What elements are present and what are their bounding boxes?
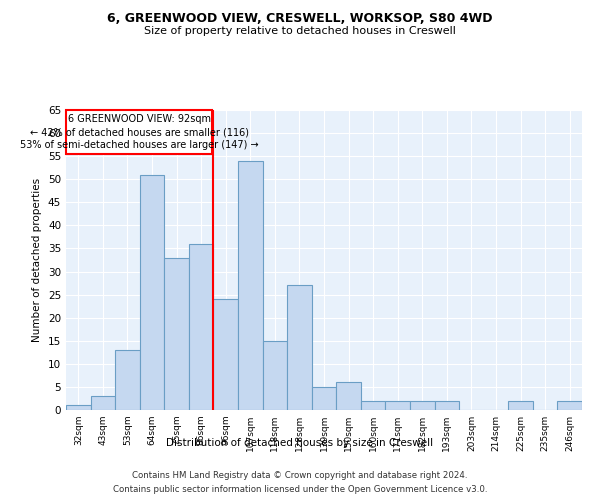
Bar [238,161,263,410]
Bar [66,406,91,410]
Bar [91,396,115,410]
Bar [263,341,287,410]
Text: Contains public sector information licensed under the Open Government Licence v3: Contains public sector information licen… [113,485,487,494]
Bar [336,382,361,410]
Y-axis label: Number of detached properties: Number of detached properties [32,178,43,342]
Bar [434,401,459,410]
Bar [385,401,410,410]
Text: 53% of semi-detached houses are larger (147) →: 53% of semi-detached houses are larger (… [20,140,259,150]
Bar [557,401,582,410]
Bar [287,286,312,410]
Bar [115,350,140,410]
Text: Contains HM Land Registry data © Crown copyright and database right 2024.: Contains HM Land Registry data © Crown c… [132,471,468,480]
Bar [164,258,189,410]
Text: ← 42% of detached houses are smaller (116): ← 42% of detached houses are smaller (11… [30,127,249,137]
Text: 6, GREENWOOD VIEW, CRESWELL, WORKSOP, S80 4WD: 6, GREENWOOD VIEW, CRESWELL, WORKSOP, S8… [107,12,493,26]
Bar [312,387,336,410]
Bar [361,401,385,410]
Text: Distribution of detached houses by size in Creswell: Distribution of detached houses by size … [166,438,434,448]
Bar [508,401,533,410]
Bar [67,110,212,154]
Bar [214,299,238,410]
Bar [410,401,434,410]
Bar [140,174,164,410]
Bar [189,244,214,410]
Text: Size of property relative to detached houses in Creswell: Size of property relative to detached ho… [144,26,456,36]
Text: 6 GREENWOOD VIEW: 92sqm: 6 GREENWOOD VIEW: 92sqm [68,114,211,124]
